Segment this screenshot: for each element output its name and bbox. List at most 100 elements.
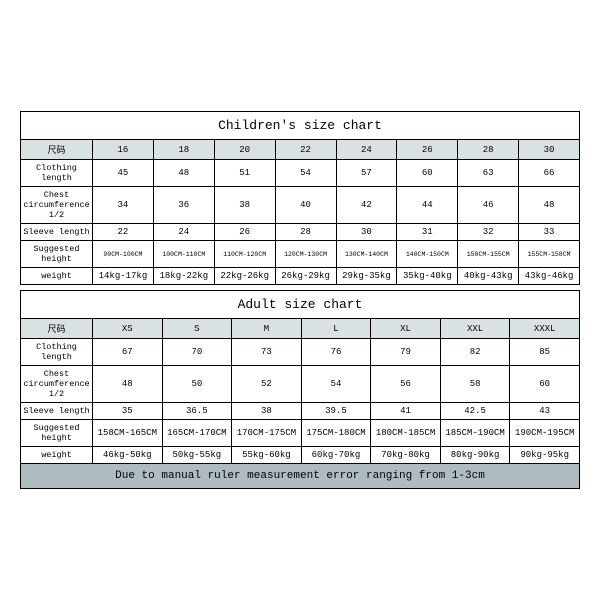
row-label: Clothing length	[21, 160, 93, 187]
table-row: weight14kg-17kg18kg-22kg22kg-26kg26kg-29…	[21, 268, 580, 285]
data-cell: 51	[214, 160, 275, 187]
data-cell: 36.5	[162, 403, 232, 420]
data-cell: 70kg-80kg	[371, 447, 441, 464]
table-row: Sleeve length3536.53839.54142.543	[21, 403, 580, 420]
data-cell: 67	[93, 339, 163, 366]
data-cell: 35kg-40kg	[397, 268, 458, 285]
data-cell: 34	[93, 187, 154, 224]
data-cell: 60	[510, 366, 580, 403]
table-row: Sleeve length2224262830313233	[21, 224, 580, 241]
data-cell: 41	[371, 403, 441, 420]
data-cell: 130CM-140CM	[336, 241, 397, 268]
row-label: weight	[21, 447, 93, 464]
data-cell: 120CM-130CM	[275, 241, 336, 268]
data-cell: 44	[397, 187, 458, 224]
data-cell: 190CM-195CM	[510, 420, 580, 447]
data-cell: 180CM-185CM	[371, 420, 441, 447]
size-header: 22	[275, 140, 336, 160]
size-header: 30	[519, 140, 580, 160]
data-cell: 46	[458, 187, 519, 224]
data-cell: 170CM-175CM	[232, 420, 302, 447]
header-label: 尺码	[21, 319, 93, 339]
table-title-row: Adult size chart	[21, 291, 580, 319]
row-label: Sleeve length	[21, 224, 93, 241]
data-cell: 48	[153, 160, 214, 187]
data-cell: 48	[93, 366, 163, 403]
row-label: Chest circumference 1/2	[21, 187, 93, 224]
data-cell: 46kg-50kg	[93, 447, 163, 464]
data-cell: 29kg-35kg	[336, 268, 397, 285]
data-cell: 82	[440, 339, 510, 366]
table-header-row: 尺码XSSMLXLXXLXXXL	[21, 319, 580, 339]
data-cell: 56	[371, 366, 441, 403]
data-cell: 66	[519, 160, 580, 187]
footer-row: Due to manual ruler measurement error ra…	[21, 464, 580, 489]
data-cell: 76	[301, 339, 371, 366]
data-cell: 60kg-70kg	[301, 447, 371, 464]
data-cell: 150CM-155CM	[458, 241, 519, 268]
table-row: Clothing length67707376798285	[21, 339, 580, 366]
data-cell: 48	[519, 187, 580, 224]
data-cell: 54	[301, 366, 371, 403]
data-cell: 31	[397, 224, 458, 241]
data-cell: 43kg-46kg	[519, 268, 580, 285]
data-cell: 63	[458, 160, 519, 187]
data-cell: 50	[162, 366, 232, 403]
data-cell: 22kg-26kg	[214, 268, 275, 285]
data-cell: 158CM-165CM	[93, 420, 163, 447]
data-cell: 39.5	[301, 403, 371, 420]
table-row: Suggested height158CM-165CM165CM-170CM17…	[21, 420, 580, 447]
data-cell: 90CM-100CM	[93, 241, 154, 268]
data-cell: 58	[440, 366, 510, 403]
data-cell: 24	[153, 224, 214, 241]
data-cell: 185CM-190CM	[440, 420, 510, 447]
row-label: Suggested height	[21, 241, 93, 268]
data-cell: 55kg-60kg	[232, 447, 302, 464]
size-header: XS	[93, 319, 163, 339]
size-header: M	[232, 319, 302, 339]
size-header: XL	[371, 319, 441, 339]
data-cell: 54	[275, 160, 336, 187]
data-cell: 35	[93, 403, 163, 420]
data-cell: 26kg-29kg	[275, 268, 336, 285]
size-header: 16	[93, 140, 154, 160]
data-cell: 38	[232, 403, 302, 420]
data-cell: 165CM-170CM	[162, 420, 232, 447]
data-cell: 42	[336, 187, 397, 224]
data-cell: 110CM-120CM	[214, 241, 275, 268]
data-cell: 80kg-90kg	[440, 447, 510, 464]
data-cell: 73	[232, 339, 302, 366]
data-cell: 175CM-180CM	[301, 420, 371, 447]
row-label: Sleeve length	[21, 403, 93, 420]
data-cell: 36	[153, 187, 214, 224]
data-cell: 60	[397, 160, 458, 187]
row-label: weight	[21, 268, 93, 285]
size-header: L	[301, 319, 371, 339]
data-cell: 57	[336, 160, 397, 187]
table-row: weight46kg-50kg50kg-55kg55kg-60kg60kg-70…	[21, 447, 580, 464]
data-cell: 32	[458, 224, 519, 241]
data-cell: 50kg-55kg	[162, 447, 232, 464]
row-label: Suggested height	[21, 420, 93, 447]
table-title: Adult size chart	[21, 291, 580, 319]
data-cell: 85	[510, 339, 580, 366]
data-cell: 14kg-17kg	[93, 268, 154, 285]
data-cell: 30	[336, 224, 397, 241]
table-row: Chest circumference 1/248505254565860	[21, 366, 580, 403]
size-header: 18	[153, 140, 214, 160]
data-cell: 42.5	[440, 403, 510, 420]
table-row: Suggested height90CM-100CM100CM-110CM110…	[21, 241, 580, 268]
data-cell: 52	[232, 366, 302, 403]
data-cell: 38	[214, 187, 275, 224]
size-header: S	[162, 319, 232, 339]
data-cell: 90kg-95kg	[510, 447, 580, 464]
table-title-row: Children's size chart	[21, 112, 580, 140]
data-cell: 26	[214, 224, 275, 241]
size-header: XXL	[440, 319, 510, 339]
size-header: 20	[214, 140, 275, 160]
size-header: XXXL	[510, 319, 580, 339]
data-cell: 33	[519, 224, 580, 241]
data-cell: 28	[275, 224, 336, 241]
table-header-row: 尺码1618202224262830	[21, 140, 580, 160]
header-label: 尺码	[21, 140, 93, 160]
